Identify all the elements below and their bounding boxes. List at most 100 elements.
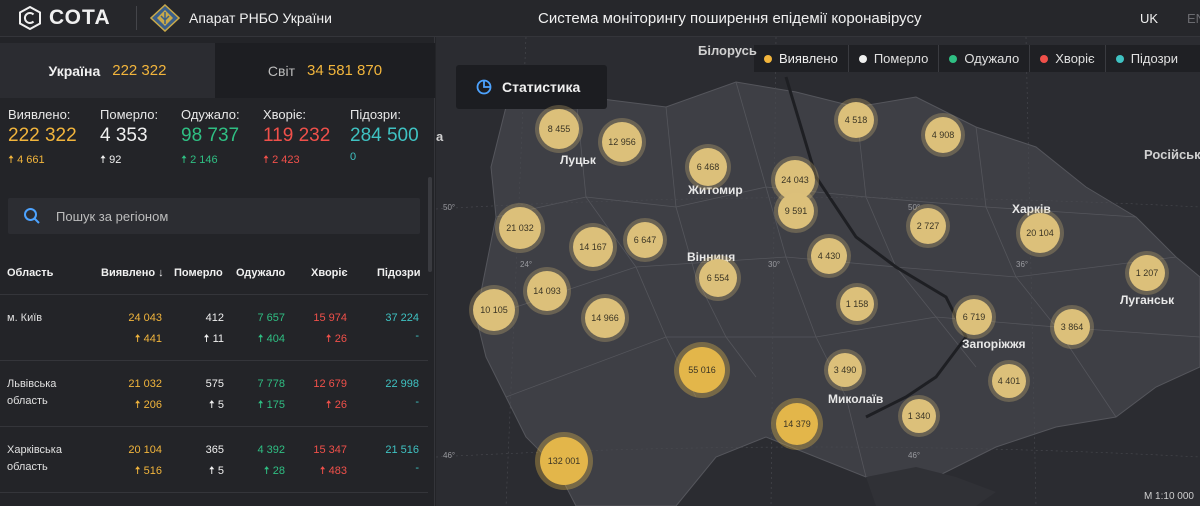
map-bubble[interactable]: 4 401 (992, 364, 1026, 398)
col-sick[interactable]: Хворіє (311, 267, 348, 279)
legend-recovered[interactable]: Одужало (939, 45, 1031, 72)
map-bubble[interactable]: 4 430 (811, 238, 847, 274)
graticule-label: 24° (520, 260, 533, 269)
legend-suspected[interactable]: Підозри (1106, 45, 1188, 72)
map-bubble[interactable]: 2 727 (910, 208, 946, 244)
row-recovered-delta: 🠅 175 (257, 399, 285, 411)
dnipro-river (784, 76, 968, 419)
row-recovered-delta-value: 175 (266, 399, 285, 411)
row-recovered: 7 657 (257, 312, 285, 324)
col-detected[interactable]: Виявлено ↓ (101, 267, 164, 279)
row-suspected: 21 516 (385, 444, 419, 456)
row-suspected-delta: - (415, 396, 419, 408)
row-recovered: 4 392 (257, 444, 285, 456)
row-sick-delta-value: 26 (334, 333, 347, 345)
map-bubble[interactable]: 55 016 (679, 347, 725, 393)
map-bubble[interactable]: 3 864 (1054, 309, 1090, 345)
legend-died[interactable]: Померло (849, 45, 940, 72)
panel-scrollbar[interactable] (428, 177, 432, 272)
covid-map[interactable]: Статистика Виявлено Померло Одужало Хвор… (436, 37, 1200, 506)
row-region: м. Київ (7, 312, 43, 324)
city-label-mykolaiv: Миколаїв (828, 392, 884, 406)
map-bubble[interactable]: 8 455 (539, 109, 579, 149)
rnbo-link[interactable]: Апарат РНБО України (150, 4, 332, 32)
table-row[interactable]: м. Київ 24 043 🠅 441 412 🠅 11 7 657 🠅 40… (0, 295, 428, 361)
stat-recovered-label: Одужало: (181, 107, 240, 122)
stat-died: Померло: 4 353 🠅 92 (100, 107, 158, 170)
lang-en-button[interactable]: EN (1187, 11, 1200, 26)
tab-world[interactable]: Світ 34 581 870 (215, 43, 435, 98)
row-sick-delta-value: 26 (334, 399, 347, 411)
legend-detected-label: Виявлено (779, 51, 838, 66)
row-sick-delta-value: 483 (328, 465, 347, 477)
map-bubble[interactable]: 10 105 (473, 289, 515, 331)
stat-died-delta-value: 92 (109, 154, 122, 166)
stat-died-label: Померло: (100, 107, 159, 122)
col-suspected[interactable]: Підозри (377, 267, 421, 279)
summary-stats: Виявлено: 222 322 🠅 4 661 Померло: 4 353… (0, 107, 435, 167)
table-row[interactable]: Львівська область 21 032 🠅 206 575 🠅 5 7… (0, 361, 428, 427)
stat-detected-delta: 🠅 4 661 (8, 154, 45, 166)
row-died: 412 (205, 312, 224, 324)
map-bubble[interactable]: 24 043 (775, 160, 815, 200)
row-detected-delta: 🠅 206 (134, 399, 162, 411)
legend-sick-label: Хворіє (1055, 51, 1095, 66)
stat-died-value: 4 353 (100, 125, 148, 146)
row-died-delta: 🠅 5 (208, 465, 224, 477)
city-label-kharkiv: Харків (1012, 202, 1051, 216)
map-bubble[interactable]: 12 956 (602, 122, 642, 162)
map-bubble[interactable]: 1 207 (1129, 255, 1165, 291)
map-bubble[interactable]: 20 104 (1020, 213, 1060, 253)
search-input[interactable] (56, 198, 411, 234)
legend-detected[interactable]: Виявлено (754, 45, 849, 72)
tab-ukraine-value: 222 322 (112, 62, 167, 79)
map-bubble[interactable]: 14 379 (776, 403, 818, 445)
col-died[interactable]: Померло (174, 267, 223, 279)
row-suspected-delta: - (415, 330, 419, 342)
lang-uk-button[interactable]: UK (1140, 11, 1159, 26)
row-detected-delta-value: 441 (143, 333, 162, 345)
table-header: Область Виявлено ↓ Померло Одужало Хворі… (0, 259, 428, 295)
stat-recovered: Одужало: 98 737 🠅 2 146 (181, 107, 240, 170)
map-bubble[interactable]: 4 908 (925, 117, 961, 153)
graticule-label: 50° (908, 203, 921, 212)
map-bubble[interactable]: 1 340 (902, 399, 936, 433)
row-died-delta-value: 5 (217, 399, 224, 411)
map-bubble[interactable]: 4 518 (838, 102, 874, 138)
map-bubble[interactable]: 3 490 (828, 353, 862, 387)
map-bubble[interactable]: 9 591 (778, 193, 814, 229)
city-label-zaporizhzhia: Запоріжжя (962, 337, 1026, 351)
legend-sick[interactable]: Хворіє (1030, 45, 1106, 72)
detected-dot-icon (764, 54, 772, 63)
map-bubble[interactable]: 1 158 (840, 287, 874, 321)
stat-suspected: Підозри: 284 500 0 (350, 107, 419, 163)
stat-recovered-value: 98 737 (181, 125, 240, 146)
sota-logo[interactable]: СОТА (18, 6, 111, 30)
row-sick: 12 679 (313, 378, 347, 390)
map-bubble[interactable]: 14 966 (585, 298, 625, 338)
map-bubble[interactable]: 21 032 (499, 207, 541, 249)
sick-dot-icon (1040, 54, 1049, 63)
col-recovered[interactable]: Одужало (236, 267, 286, 279)
stat-recovered-delta: 🠅 2 146 (181, 154, 218, 166)
crimea (866, 467, 996, 506)
map-bubble[interactable]: 6 468 (689, 148, 727, 186)
row-suspected: 37 224 (385, 312, 419, 324)
map-bubble[interactable]: 132 001 (540, 437, 588, 485)
table-row[interactable]: Харківська область 20 104 🠅 516 365 🠅 5 … (0, 427, 428, 493)
map-bubble[interactable]: 6 647 (627, 222, 663, 258)
map-bubble[interactable]: 14 167 (573, 227, 613, 267)
died-dot-icon (858, 54, 867, 63)
map-bubble[interactable]: 6 719 (956, 299, 992, 335)
header-divider (136, 6, 137, 30)
statistics-button[interactable]: Статистика (456, 65, 607, 109)
tab-ukraine[interactable]: Україна 222 322 (0, 43, 215, 98)
graticule-label: 46° (443, 451, 456, 460)
map-bubble[interactable]: 6 554 (699, 259, 737, 297)
stat-died-delta: 🠅 92 (100, 154, 122, 166)
map-bubble[interactable]: 14 093 (527, 271, 567, 311)
col-region[interactable]: Область (7, 267, 54, 279)
row-suspected: 22 998 (385, 378, 419, 390)
col-detected-label: Виявлено (101, 267, 156, 279)
graticule-label: 36° (1016, 260, 1029, 269)
